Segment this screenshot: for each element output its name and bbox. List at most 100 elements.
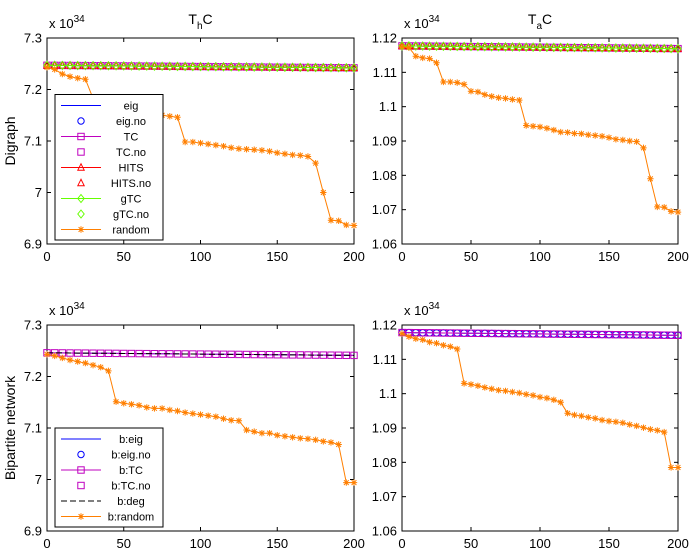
title-tail: C [203,11,213,27]
legend-label: TC [124,132,139,144]
legend-marker [77,193,85,204]
series-marker-random [89,361,97,369]
series-marker-random [612,418,620,426]
legend-label: b:random [108,512,154,524]
series-marker-b:TC [557,330,565,338]
series-marker-gTC [181,61,189,72]
series-marker-random [592,415,599,422]
series-marker-gTC [536,42,544,53]
series-marker-random [128,401,135,408]
chart-title: TaC [528,11,552,32]
series-marker-random [251,428,258,435]
series-marker-random [327,217,335,224]
series-marker-random [550,126,557,134]
y-tick-label: 1.11 [373,352,397,367]
x-tick-label: 150 [266,249,288,264]
series-marker-b:TC [467,329,475,337]
legend-label: HITS [118,163,143,175]
x-tick-label: 200 [667,249,689,264]
series-marker-HITS [625,43,634,52]
series-marker-random [304,435,312,443]
series-marker-random [220,142,227,150]
series-marker-b:TC [536,330,544,338]
series-marker-random [578,412,585,420]
legend-label: b:TC.no [111,481,150,493]
series-marker-HITS [288,62,297,71]
series-marker-b:TC [653,331,661,339]
series-marker-random [189,410,197,417]
chart-title: ThC [188,11,212,32]
series-marker-HITS [604,43,614,52]
series-marker-random [516,389,523,397]
series-marker-random [412,335,419,342]
series-marker-gTC [446,41,455,52]
series-marker-random [320,438,327,445]
series-marker-random [235,145,243,152]
series-marker-gTC [334,62,343,73]
y-tick-label: 7.1 [24,421,42,436]
x-tick-label: 200 [343,249,365,264]
series-marker-gTC [549,42,558,53]
series-marker-random [166,406,173,414]
legend-marker [77,132,85,141]
series-marker-random [474,88,482,96]
series-marker-gTC [288,62,297,73]
y-tick-label: 1.12 [372,318,397,333]
series-marker-random [274,149,281,157]
exponent-base: x 10 [49,303,74,318]
series-marker-random [557,399,564,406]
series-marker-gTC [127,61,136,71]
series-marker-random [654,427,661,434]
exponent-base: x 10 [49,16,74,31]
series-marker-gTC [112,61,120,71]
series-marker-random [619,136,626,144]
series-marker-gTC [605,43,613,53]
series-marker-random [674,464,682,471]
series-marker-random [297,152,304,159]
series-marker-random [212,141,220,149]
series-marker-random [74,358,81,365]
series-marker-HITS [667,43,676,52]
x-tick-label: 50 [464,536,478,548]
series-marker-random [557,128,564,136]
series-marker-random [289,434,296,441]
series-marker-gTC [612,43,620,53]
series-marker-random [151,405,158,412]
legend-label: b:deg [117,496,145,508]
series-marker-random [495,94,502,101]
series-marker-random [343,221,350,229]
series-marker-b:TC [605,330,613,339]
chart-panel-1: 0 50 100 150 200 6.9 7 7.1 7.2 7.3 x 1034 ThC Digrap… [2,11,365,264]
series-marker-gTC [660,43,669,54]
series-marker-random [661,428,668,436]
series-marker-random [605,134,613,141]
series-marker-random [251,146,258,153]
series-marker-b:TC [439,329,448,337]
series-marker-gTC [104,61,113,71]
y-tick-label: 6.9 [24,524,42,539]
series-marker-random [266,429,273,437]
series-marker-gTC [273,62,282,73]
series-marker-gTC [598,43,606,53]
series-marker-random [43,64,51,71]
series-marker-gTC [522,42,531,52]
series-marker-random [412,52,419,60]
series-marker-HITS [135,61,144,70]
series-marker-gTC [591,43,600,53]
series-marker-random [189,138,197,146]
exponent-power: 34 [429,14,441,25]
series-marker-random [405,44,413,51]
series-marker-gTC [66,60,74,71]
x-tick-label: 0 [398,536,405,548]
title-main: T [188,11,197,27]
series-marker-random [274,432,281,439]
series-marker-HITS [326,62,335,71]
series-marker-b:TC [674,331,682,340]
series-marker-random [51,66,58,73]
series-marker-random [343,479,350,486]
series-marker-random [585,131,592,139]
series-marker-random [516,96,523,104]
y-tick-label: 1.08 [372,168,397,183]
series-marker-b:TC [501,329,510,338]
x-tick-label: 50 [117,536,131,548]
